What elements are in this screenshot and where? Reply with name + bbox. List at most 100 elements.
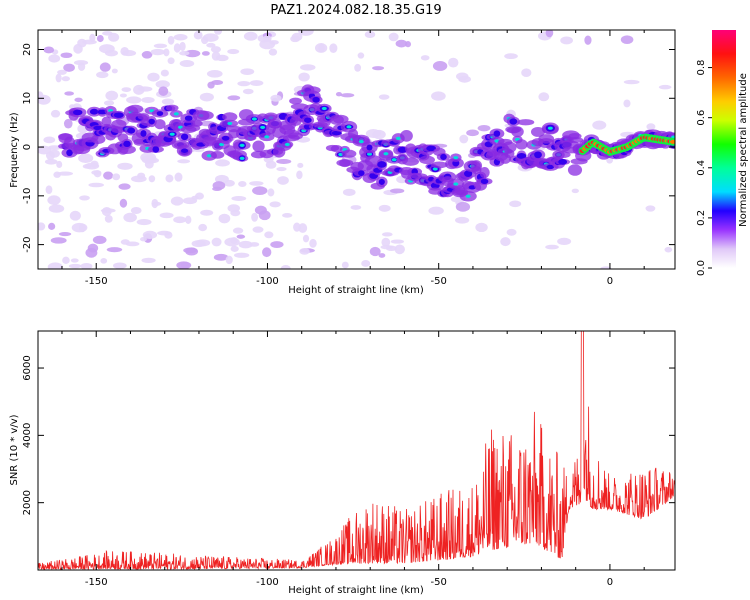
spectrogram-ytick-label: 0 [22, 144, 33, 150]
spectrogram-noise-cell [432, 61, 448, 71]
spectrogram-noise-cell [182, 197, 198, 205]
spectrogram-noise-cell [47, 262, 63, 269]
spectrogram-ridge-core [304, 117, 312, 123]
spectrogram-ridge-cell [210, 151, 225, 159]
spectrogram-noise-cell [242, 88, 254, 95]
spectrogram-noise-cell [509, 200, 522, 208]
spectrogram-noise-cell [385, 245, 397, 251]
spectrogram-xtick-label: -150 [85, 276, 108, 287]
spectrogram-ridge-core [546, 164, 555, 170]
spectrogram-noise-cell [560, 36, 573, 45]
spectrogram-noise-cell [249, 80, 264, 86]
spectrogram-ridge-peak [239, 156, 245, 160]
spectrogram-ridge-core [440, 153, 447, 161]
spectrogram-ytick-label: 20 [22, 43, 33, 56]
colorbar-tick-label: 0.2 [696, 210, 707, 226]
spectrogram-xlabel: Height of straight line (km) [288, 285, 424, 296]
spectrogram-noise-cell [85, 247, 98, 258]
spectrogram-ridge-cell [137, 113, 150, 120]
spectrogram-noise-cell [212, 186, 222, 192]
spectrogram-noise-cell [47, 145, 62, 151]
spectrogram-ridge-peak [432, 167, 438, 171]
spectrogram-ridge-core [93, 125, 104, 131]
spectrogram-noise-cell [232, 227, 244, 234]
spectrogram-noise-cell [45, 151, 55, 160]
spectrogram-noise-cell [276, 166, 287, 172]
spectrogram-noise-cell [390, 188, 405, 194]
spectrogram-noise-cell [100, 208, 116, 213]
spectrogram-ridge-cell [419, 155, 435, 165]
snr-xtick-label: -150 [85, 577, 108, 588]
spectrogram-ridge-cell [511, 126, 524, 138]
spectrogram-noise-cell [148, 175, 156, 183]
spectrogram-noise-cell [100, 257, 108, 264]
spectrogram-noise-cell [214, 30, 223, 35]
spectrogram-noise-cell [269, 201, 281, 208]
spectrogram-ridge-cell [501, 141, 517, 154]
spectrogram-ridge-core [148, 118, 155, 125]
spectrogram-ridge-core [181, 148, 189, 153]
spectrogram-noise-cell [63, 63, 75, 72]
spectrogram-noise-cell [282, 213, 293, 218]
spectrogram-noise-cell [164, 231, 173, 239]
spectrogram-noise-cell [126, 96, 142, 104]
spectrogram-noise-cell [102, 31, 113, 36]
spectrogram-noise-cell [158, 86, 169, 96]
spectrogram-ridge-peak [321, 106, 327, 111]
spectrogram-noise-cell [71, 222, 88, 233]
spectrogram-ridge-cell [111, 119, 127, 129]
spectrogram-xtick-label: -100 [256, 276, 279, 287]
spectrogram-noise-cell [185, 247, 199, 256]
spectrogram-noise-cell [340, 93, 355, 98]
spectrogram-noise-cell [270, 94, 282, 102]
spectrogram-noise-cell [45, 185, 53, 195]
spectrogram-noise-cell [378, 253, 386, 258]
spectrogram-noise-cell [118, 183, 131, 190]
spectrogram-ridge-core [480, 178, 489, 185]
spectrogram-ridge-core [221, 135, 230, 141]
spectrogram-noise-cell [504, 53, 518, 60]
spectrogram-noise-cell [646, 123, 656, 131]
spectrogram-ridge-core [113, 112, 124, 118]
spectrogram-noise-cell [58, 232, 72, 237]
spectrogram-ridge-cell [252, 140, 265, 153]
spectrogram-ridge-cell [479, 166, 490, 179]
spectrogram-ytick-label: -20 [22, 236, 33, 252]
snr-ticks: -150 -100 -50 0 2000 4000 6000 [22, 331, 675, 588]
spectrogram-noise-cell [456, 72, 469, 81]
spectrogram-noise-cell [297, 162, 304, 168]
spectrogram-ridge-peak [453, 156, 459, 160]
spectrogram-noise-cell [318, 43, 325, 53]
spectrogram-ridge-peak [671, 135, 675, 139]
spectrogram-noise-cell [191, 240, 206, 248]
spectrogram-noise-cell [252, 226, 264, 233]
spectrogram-noise-cell [43, 136, 56, 144]
spectrogram-ridge-cell [402, 157, 419, 166]
spectrogram-noise-cell [88, 182, 104, 188]
spectrogram-noise-cell [103, 100, 115, 106]
spectrogram-noise-cell [206, 42, 216, 48]
spectrogram-noise-cell [545, 244, 559, 250]
spectrogram-noise-cell [388, 32, 399, 42]
snr-xlabel: Height of straight line (km) [288, 585, 424, 596]
spectrogram-ridge-core [493, 130, 501, 137]
spectrogram-ridge-core [426, 145, 437, 152]
snr-ytick-label: 4000 [22, 423, 33, 448]
spectrogram-noise-cell [293, 222, 301, 232]
snr-xtick-label: 0 [607, 577, 613, 588]
spectrogram-noise-cell [664, 246, 673, 253]
spectrogram-noise-cell [263, 35, 272, 42]
spectrogram-noise-cell [237, 81, 251, 87]
spectrogram-noise-cell [459, 134, 469, 144]
spectrogram-ridge-core [140, 130, 147, 137]
spectrogram-noise-cell [623, 79, 640, 85]
spectrogram-noise-cell [177, 159, 191, 164]
spectrogram-ridge-cell [504, 149, 515, 159]
spectrogram-noise-cell [364, 31, 376, 39]
spectrogram-noise-cell [280, 265, 291, 269]
spectrogram-noise-cell [277, 176, 289, 185]
spectrogram-noise-cell [62, 256, 70, 264]
spectrogram-noise-cell [82, 39, 97, 45]
spectrogram-noise-cell [218, 213, 231, 224]
